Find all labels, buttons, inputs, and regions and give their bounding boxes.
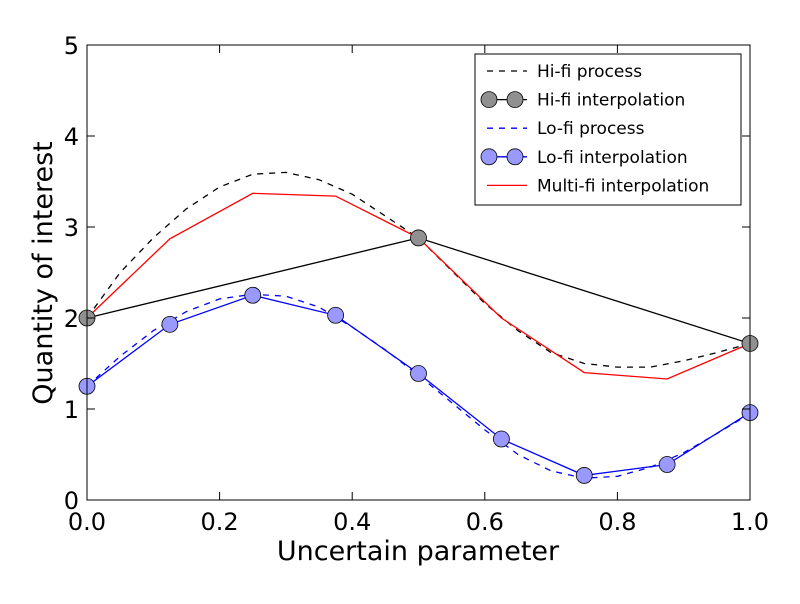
- plot-frame: [86, 44, 751, 501]
- data-point: [327, 306, 345, 324]
- plot-area: [78, 171, 759, 484]
- legend-box: [474, 53, 742, 206]
- legend-item-2: Hi-fi interpolation: [480, 91, 685, 111]
- x-tick-label: 0.0: [68, 508, 106, 536]
- legend-item-5: Multi-fi interpolation: [487, 176, 709, 196]
- legend-item-1: Hi-fi process: [487, 62, 642, 82]
- data-point: [244, 286, 262, 304]
- data-point: [410, 229, 427, 247]
- legend-swatch-marker: [506, 91, 524, 108]
- series-line-2: [87, 237, 750, 345]
- legend-swatch-marker: [506, 148, 524, 166]
- data-point: [161, 315, 179, 333]
- legend-label: Lo-fi process: [537, 119, 645, 139]
- y-tick-label: 0: [64, 487, 79, 515]
- legend-label: Lo-fi interpolation: [537, 148, 688, 168]
- y-tick-label: 3: [64, 214, 79, 242]
- series-group: [87, 171, 750, 479]
- y-axis-label: Quantity of interest: [28, 141, 59, 404]
- y-tick-label: 5: [64, 32, 79, 60]
- legend-label: Multi-fi interpolation: [537, 176, 709, 196]
- axes: 0.0 0.2 0.4 0.6 0.8 1.0 0 1 2 3 4 5: [64, 32, 769, 536]
- data-point: [658, 456, 676, 473]
- legend-label: Hi-fi interpolation: [537, 91, 685, 111]
- x-axis-label: Uncertain parameter: [277, 536, 560, 567]
- legend-label: Hi-fi process: [537, 62, 642, 82]
- legend-item-3: Lo-fi process: [487, 119, 645, 139]
- x-tick-label: 0.8: [598, 508, 636, 536]
- x-tick-label: 0.6: [466, 508, 504, 536]
- series-line-5: [87, 192, 750, 380]
- x-tick-label: 0.2: [201, 508, 239, 536]
- x-tick-label: 0.4: [333, 508, 371, 536]
- data-point: [410, 365, 427, 382]
- data-point: [492, 430, 510, 448]
- x-tick-label: 1.0: [731, 508, 769, 536]
- series-line-4: [87, 294, 750, 477]
- legend: Hi-fi process Hi-fi interpolation Lo-fi pr…: [474, 53, 742, 206]
- data-point: [575, 467, 593, 484]
- legend-swatch-marker: [480, 91, 498, 108]
- y-tick-label: 4: [64, 123, 79, 151]
- legend-swatch-marker: [480, 148, 498, 166]
- y-tick-label: 2: [64, 305, 79, 333]
- y-tick-label: 1: [64, 396, 79, 424]
- legend-item-4: Lo-fi interpolation: [480, 148, 688, 168]
- series-line-1: [87, 171, 750, 368]
- series-line-3: [87, 293, 750, 479]
